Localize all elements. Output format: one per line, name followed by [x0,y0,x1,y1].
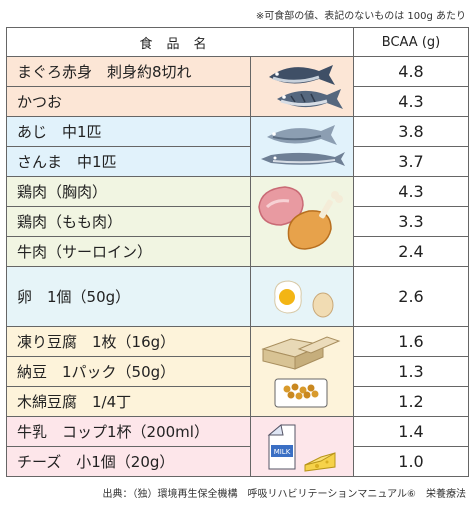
food-name: 鶏肉（胸肉） [6,176,251,207]
milk-cheese-icon: MILK [267,424,336,472]
food-name: 卵 1個（50g） [6,266,251,327]
table-row: さんま 中1匹 3.7 [6,146,470,177]
milk-label: MILK [274,448,291,456]
dairy-illustration-cell: MILK [249,416,355,477]
tuna-icon [269,65,335,85]
cheese-icon [304,452,336,472]
table-row: 凍り豆腐 1枚（16g） [6,326,470,417]
bcaa-table: 食品名 BCAA (g) まぐろ赤身 刺身約8切れ 4.8 か [5,27,470,477]
beef-icon [258,186,304,226]
bcaa-value: 1.6 [353,326,470,357]
milk-carton-icon: MILK [267,424,296,470]
egg-illustration-cell [249,266,355,327]
table-row: あじ 中1匹 3.8 [6,116,470,177]
bcaa-value: 3.7 [353,146,470,177]
table-row: 牛肉（サーロイン） 2.4 [6,236,470,267]
table-row: 鶏肉（もも肉） 3.3 [6,206,470,237]
frozen-tofu-icon [261,336,341,370]
soy-illustration-cell [249,326,355,417]
bcaa-value: 1.4 [353,416,470,447]
header-food: 食品名 [5,27,355,57]
food-name: 凍り豆腐 1枚（16g） [6,326,251,357]
table-row: まぐろ赤身 刺身約8切れ 4.8 [6,56,470,117]
bcaa-value: 2.6 [353,266,470,327]
fish-illustration-cell [249,116,355,177]
food-name: 納豆 1パック（50g） [6,356,251,387]
bcaa-value: 4.3 [353,86,470,117]
header-bcaa: BCAA (g) [353,27,470,57]
table-row: 牛乳 コップ1杯（200ml） MILK 1.4 [6,416,470,477]
horse-mackerel-icon [267,125,337,145]
table-row: 納豆 1パック（50g） 1.3 [6,356,470,387]
food-name: 牛乳 コップ1杯（200ml） [6,416,251,447]
tofu-natto-icon [261,336,341,408]
horse-mackerel-saury-icon [261,125,345,166]
natto-icon [274,378,328,408]
header-row: 食品名 BCAA (g) [5,27,470,57]
chicken-leg-icon [287,191,343,250]
bcaa-value: 4.3 [353,176,470,207]
source-citation: 出典：（独）環境再生保全機構 呼吸リハビリテーションマニュアル⑥ 栄養療法 [102,489,466,500]
table-row: チーズ 小1個（20g） 1.0 [6,446,470,477]
meat-illustration-cell [249,176,355,267]
bcaa-value: 3.3 [353,206,470,237]
table-row: 鶏肉（胸肉） 4.3 [6,176,470,267]
food-name: さんま 中1匹 [6,146,251,177]
meat-icon [258,186,343,250]
bcaa-value: 1.2 [353,386,470,417]
bcaa-value: 1.0 [353,446,470,477]
bcaa-value: 3.8 [353,116,470,147]
table-row: かつお 4.3 [6,86,470,117]
food-name: かつお [6,86,251,117]
food-name: 牛肉（サーロイン） [6,236,251,267]
table-note: ※可食部の値、表記のないものは 100g あたり [255,11,466,22]
egg-icon [274,280,334,318]
food-name: チーズ 小1個（20g） [6,446,251,477]
bcaa-value: 1.3 [353,356,470,387]
tuna-bonito-icon [269,65,343,109]
bonito-icon [277,89,343,109]
saury-icon [261,152,345,166]
food-name: あじ 中1匹 [6,116,251,147]
food-name: 鶏肉（もも肉） [6,206,251,237]
bcaa-value: 4.8 [353,56,470,87]
table-row: 卵 1個（50g） 2.6 [6,266,470,327]
bcaa-value: 2.4 [353,236,470,267]
food-name: まぐろ赤身 刺身約8切れ [6,56,251,87]
food-name: 木綿豆腐 1/4丁 [6,386,251,417]
fish-illustration-cell [249,56,355,117]
table-row: 木綿豆腐 1/4丁 1.2 [6,386,470,417]
